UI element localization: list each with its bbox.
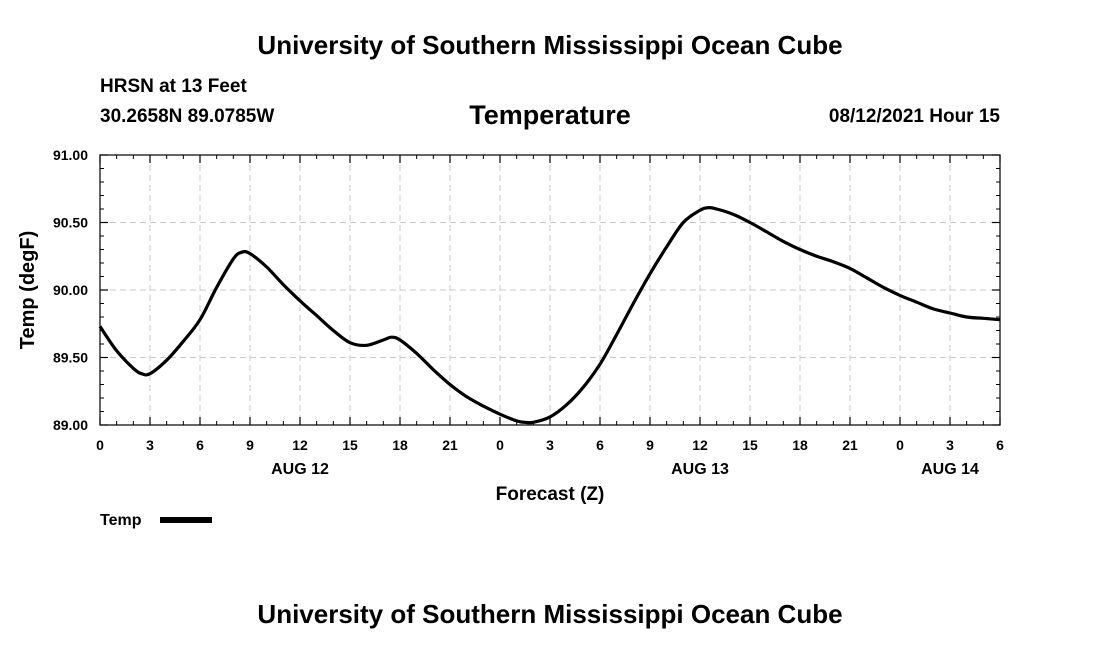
x-tick-label: 6 — [196, 437, 204, 453]
date-label: AUG 13 — [671, 461, 729, 478]
y-tick-label: 90.00 — [53, 282, 88, 298]
y-tick-label: 89.00 — [53, 417, 88, 433]
x-tick-label: 15 — [742, 437, 758, 453]
temp-series-line — [98, 206, 1001, 425]
y-tick-label: 90.50 — [53, 215, 88, 231]
chart-title: Temperature — [469, 100, 631, 130]
x-tick-label: 0 — [496, 437, 504, 453]
y-axis-title: Temp (degF) — [17, 231, 39, 350]
legend-label: Temp — [100, 512, 142, 529]
x-tick-label: 9 — [646, 437, 654, 453]
page-title: University of Southern Mississippi Ocean… — [257, 30, 843, 60]
forecast-datetime: 08/12/2021 Hour 15 — [828, 106, 1000, 127]
x-tick-label: 0 — [896, 437, 904, 453]
date-label: AUG 12 — [271, 461, 329, 478]
y-tick-label: 89.50 — [53, 350, 88, 366]
plot-frame — [99, 154, 1001, 426]
footer-title: University of Southern Mississippi Ocean… — [257, 599, 843, 629]
x-tick-label: 3 — [946, 437, 954, 453]
x-tick-label: 0 — [96, 437, 104, 453]
x-tick-label: 9 — [246, 437, 254, 453]
x-tick-label: 18 — [792, 437, 808, 453]
x-tick-label: 6 — [996, 437, 1004, 453]
x-tick-label: 6 — [596, 437, 604, 453]
station-label: HRSN at 13 Feet — [100, 76, 247, 97]
y-tick-label: 91.00 — [53, 147, 88, 163]
x-tick-label: 12 — [292, 437, 308, 453]
station-coordinates: 30.2658N 89.0785W — [100, 106, 275, 127]
x-tick-label: 12 — [692, 437, 708, 453]
x-tick-label: 21 — [842, 437, 858, 453]
x-tick-label: 15 — [342, 437, 358, 453]
x-tick-label: 21 — [442, 437, 458, 453]
x-tick-label: 3 — [146, 437, 154, 453]
x-tick-label: 18 — [392, 437, 408, 453]
x-axis-title: Forecast (Z) — [496, 484, 605, 505]
x-tick-label: 3 — [546, 437, 554, 453]
date-label: AUG 14 — [921, 461, 979, 478]
